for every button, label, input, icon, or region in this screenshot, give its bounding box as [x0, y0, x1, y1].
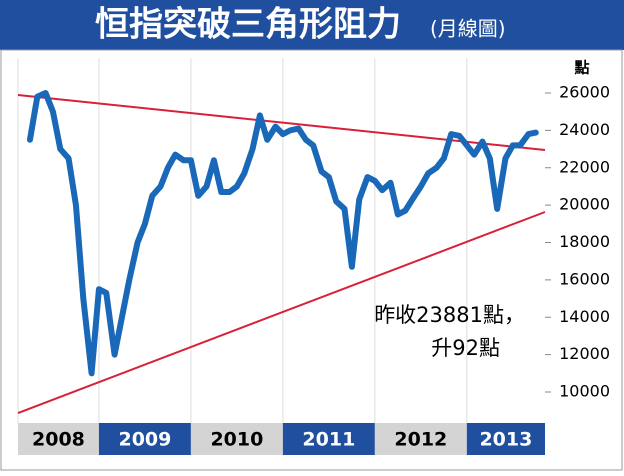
annotation: 升92點: [431, 336, 500, 360]
x-tick-label: 2009: [118, 429, 171, 451]
year-band: [190, 423, 283, 455]
x-tick-label: 2011: [302, 429, 355, 451]
x-tick-label: 2013: [479, 429, 532, 451]
y-tick-label: 22000: [559, 157, 610, 176]
y-tick-label: 12000: [559, 344, 610, 363]
trendline: [17, 94, 546, 151]
year-band: [282, 423, 375, 455]
index-line: [26, 90, 539, 377]
x-tick-label: 2010: [210, 429, 263, 451]
year-band: [98, 423, 191, 455]
y-tick-label: 20000: [559, 195, 610, 214]
y-tick-label: 24000: [559, 120, 610, 139]
y-tick-label: 16000: [559, 269, 610, 288]
trendline: [17, 211, 546, 414]
y-tick-label: 14000: [559, 307, 610, 326]
x-tick-label: 2012: [394, 429, 447, 451]
title-bar: [0, 0, 624, 50]
y-unit: 點: [574, 59, 589, 77]
y-tick-label: 10000: [559, 382, 610, 401]
y-tick-label: 26000: [559, 83, 610, 102]
year-band: [374, 423, 467, 455]
annotation: 昨收23881點，: [374, 303, 525, 327]
frame: [0, 49, 623, 471]
year-band: [18, 423, 99, 455]
year-band: [466, 423, 545, 455]
chart-title: 恒指突破三角形阻力: [95, 5, 401, 45]
y-tick-label: 18000: [559, 232, 610, 251]
chart-subtitle: (月線圖): [430, 17, 506, 41]
x-tick-label: 2008: [32, 429, 85, 451]
